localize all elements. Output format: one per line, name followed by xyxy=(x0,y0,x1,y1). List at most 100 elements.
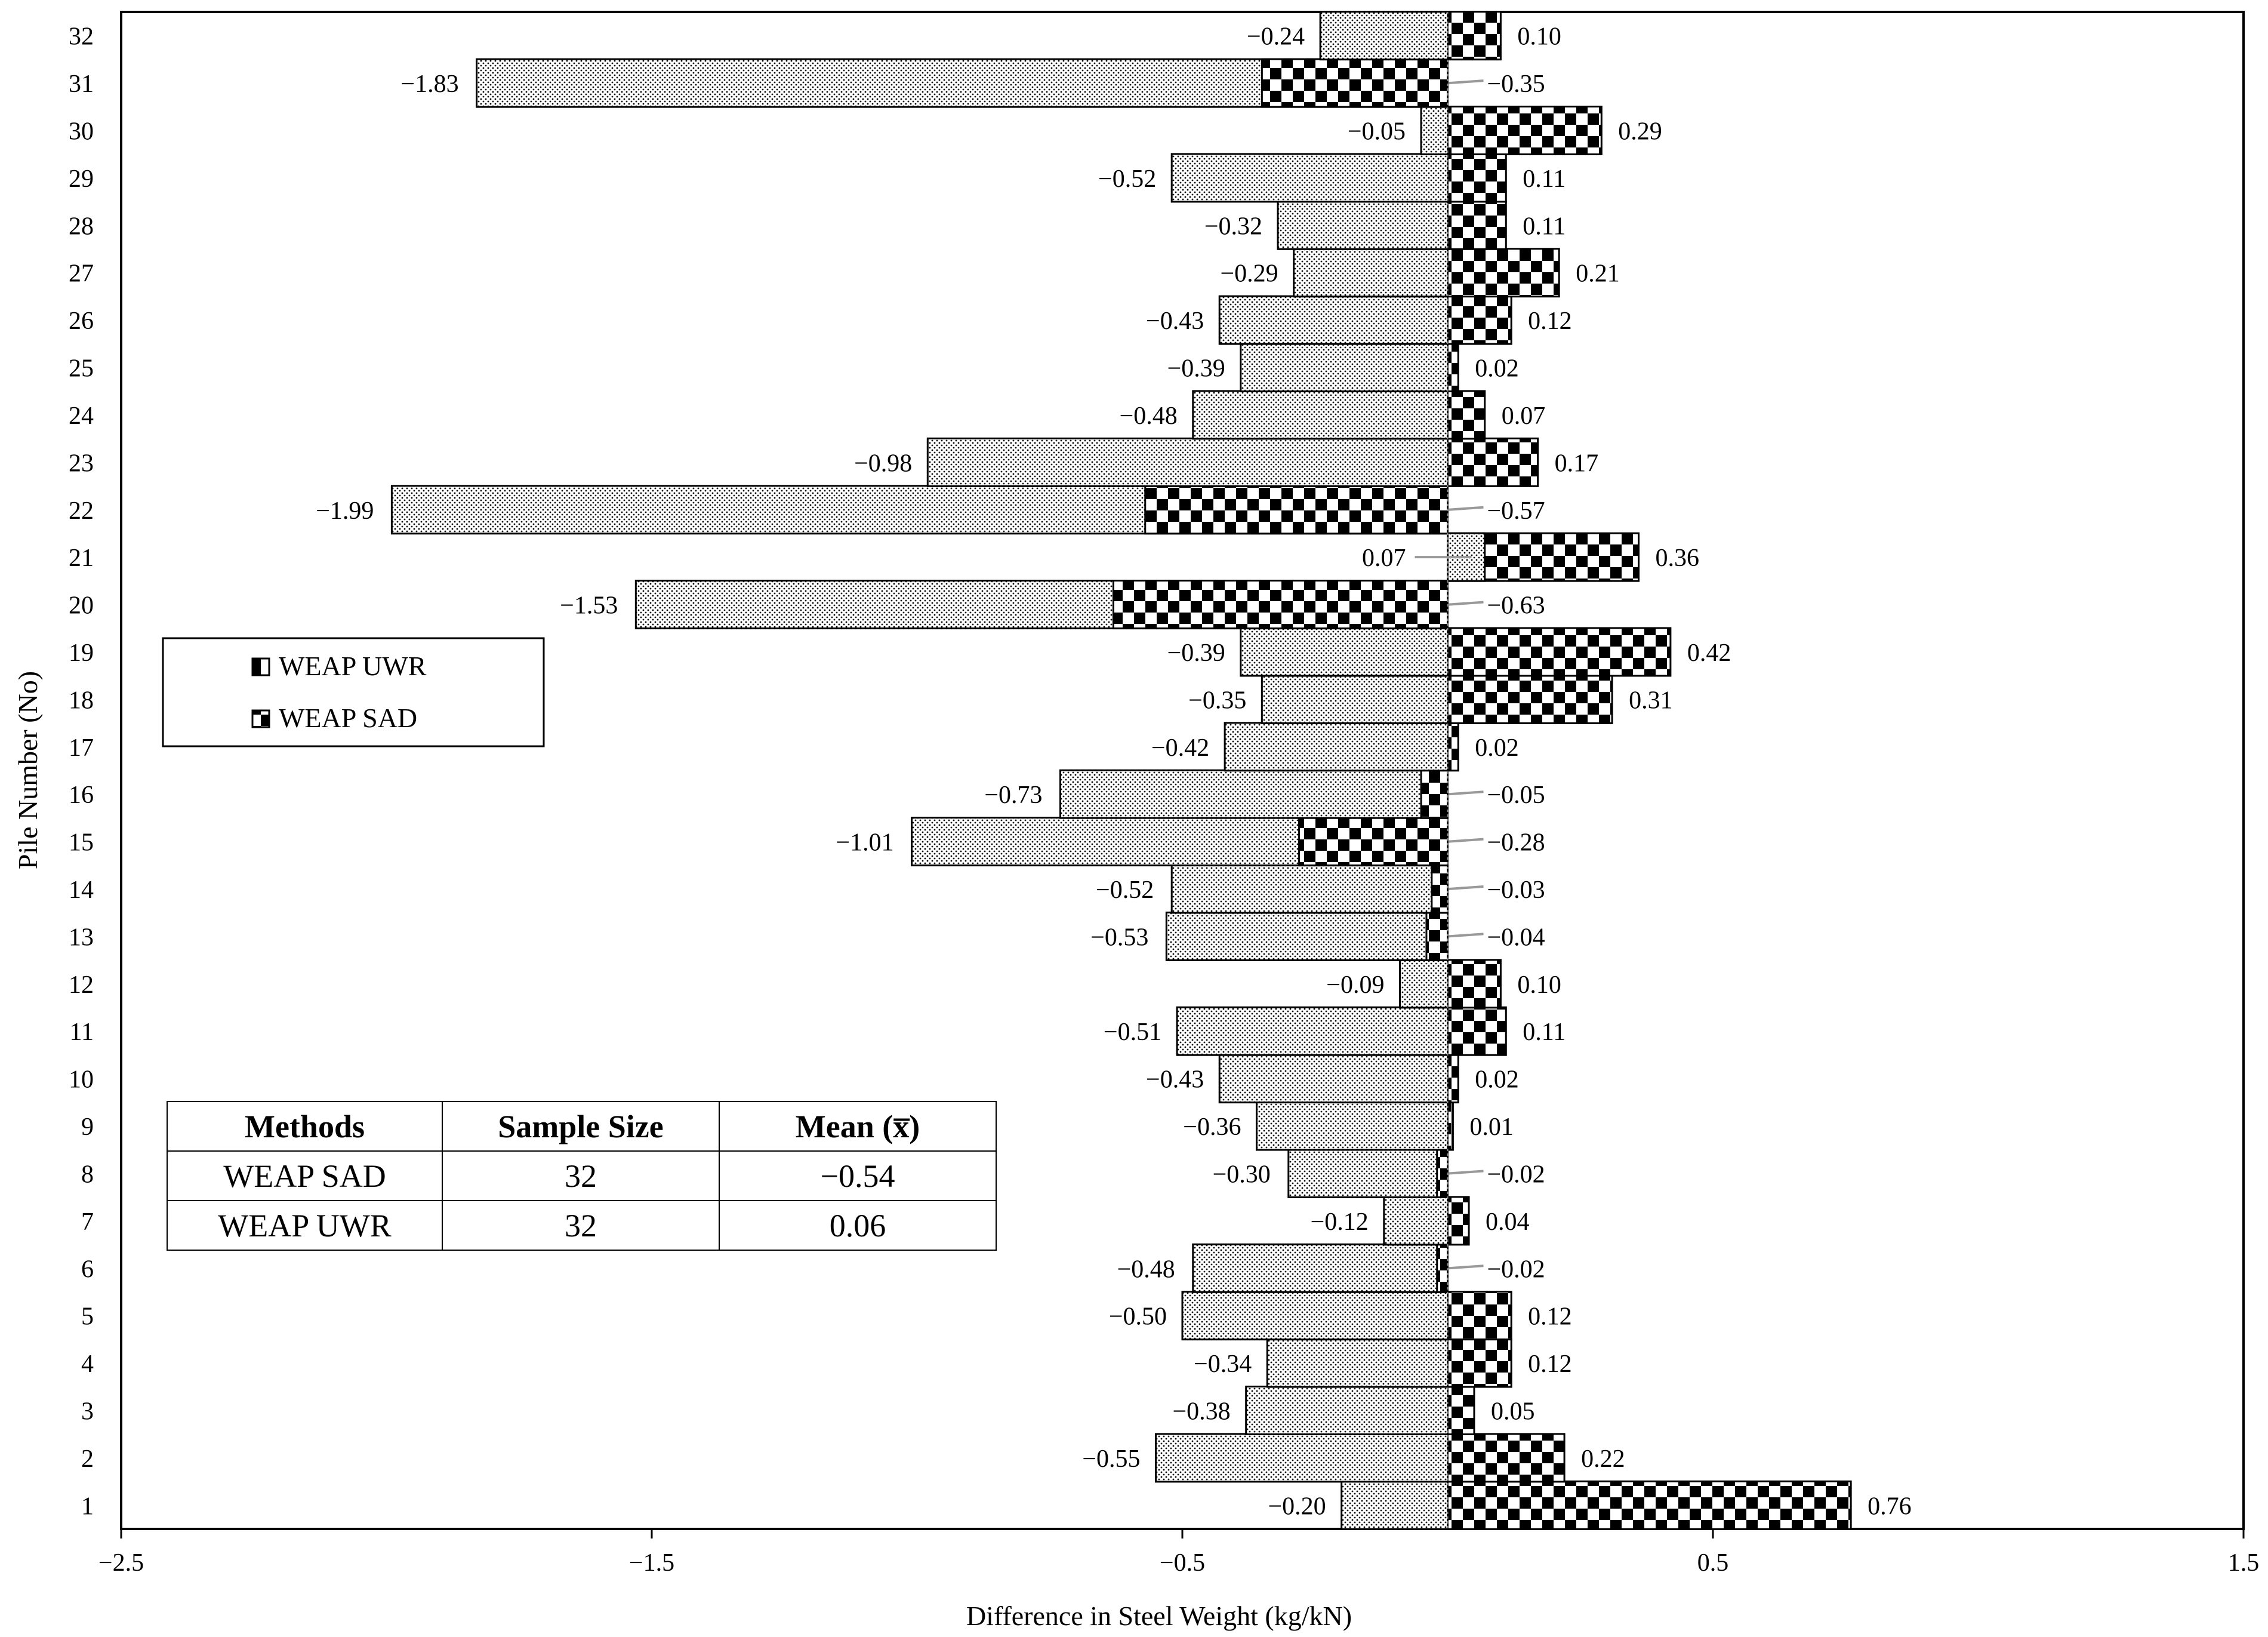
leader-line xyxy=(1449,1264,1484,1270)
bar-weap-uwr xyxy=(1447,959,1502,1009)
bar-weap-uwr xyxy=(1261,58,1449,108)
stats-table: Methods Sample Size Mean (x̅) WEAP SAD 3… xyxy=(167,1101,997,1251)
table-row: WEAP SAD 32 −0.54 xyxy=(167,1150,997,1201)
y-tick-label: 30 xyxy=(69,118,94,146)
bar-weap-uwr xyxy=(1447,722,1459,772)
data-label-weap-uwr: 0.12 xyxy=(1528,1350,1572,1378)
label-backdrop xyxy=(1301,1205,1371,1235)
bar-weap-uwr xyxy=(1144,485,1449,535)
data-label-weap-sad: −0.51 xyxy=(1104,1018,1161,1046)
bar-weap-sad xyxy=(1218,295,1449,345)
data-label-weap-uwr: 0.17 xyxy=(1555,450,1599,477)
y-tick-label: 31 xyxy=(69,70,94,98)
bar-weap-uwr xyxy=(1431,864,1449,914)
label-backdrop xyxy=(1099,1300,1169,1330)
y-tick-label: 24 xyxy=(69,402,94,430)
stats-header-sample-size: Sample Size xyxy=(442,1101,720,1152)
bar-weap-sad xyxy=(1240,343,1449,393)
bar-weap-sad xyxy=(1245,1385,1449,1435)
legend-box xyxy=(162,637,545,747)
bar-weap-sad xyxy=(1319,11,1449,61)
data-label-weap-sad: −1.01 xyxy=(836,829,893,857)
stats-header-methods: Methods xyxy=(167,1101,443,1152)
label-backdrop xyxy=(1094,1016,1164,1046)
bar-weap-uwr xyxy=(1447,1196,1470,1246)
bars-layer xyxy=(390,11,1852,1530)
bar-weap-sad xyxy=(1261,674,1449,724)
data-label-weap-uwr: −0.05 xyxy=(1487,781,1545,809)
x-ticks-layer: −2.5 −1.5 −0.5 0.5 1.5 xyxy=(98,1529,2259,1577)
y-tick-label: 8 xyxy=(81,1161,94,1188)
label-backdrop xyxy=(1338,115,1409,145)
data-label-weap-sad: −0.55 xyxy=(1082,1445,1140,1473)
data-label-weap-sad: −0.52 xyxy=(1098,165,1156,193)
label-backdrop xyxy=(1073,1442,1143,1472)
bar-weap-sad xyxy=(1170,864,1449,914)
y-tick-label: 13 xyxy=(69,924,94,951)
label-backdrop xyxy=(845,447,915,477)
legend-swatch-uwr-fill xyxy=(252,659,261,675)
label-backdrop xyxy=(1258,1490,1329,1520)
data-label-weap-sad: −0.42 xyxy=(1151,734,1209,762)
data-label-weap-uwr: 0.12 xyxy=(1528,1303,1572,1331)
data-label-weap-uwr: 0.05 xyxy=(1491,1398,1535,1425)
bar-weap-sad xyxy=(926,437,1449,487)
data-label-weap-uwr: −0.02 xyxy=(1487,1161,1545,1188)
data-label-weap-uwr: −0.04 xyxy=(1487,924,1545,951)
bar-weap-sad xyxy=(1155,1433,1449,1483)
label-backdrop xyxy=(1136,1063,1207,1093)
data-label-weap-sad: −0.48 xyxy=(1120,402,1178,430)
bar-weap-uwr xyxy=(1447,153,1507,203)
bar-weap-uwr xyxy=(1447,1054,1459,1104)
data-label-weap-sad: −0.38 xyxy=(1172,1398,1230,1425)
bar-weap-sad xyxy=(1255,1101,1449,1151)
bar-weap-sad xyxy=(1181,1291,1449,1341)
y-tick-label: 29 xyxy=(69,165,94,193)
stats-cell-mean: 0.06 xyxy=(719,1200,997,1251)
data-label-weap-sad: −0.39 xyxy=(1167,355,1225,383)
bar-weap-sad xyxy=(1240,627,1449,677)
leader-line xyxy=(1449,506,1484,511)
bar-weap-uwr xyxy=(1447,295,1512,345)
data-label-weap-sad: −0.39 xyxy=(1167,639,1225,667)
label-backdrop xyxy=(1142,731,1212,761)
bar-weap-uwr xyxy=(1447,1338,1512,1388)
y-tick-label: 4 xyxy=(81,1350,94,1378)
bar-weap-sad xyxy=(1192,390,1449,440)
label-backdrop xyxy=(1173,1110,1244,1141)
data-label-weap-sad: −1.99 xyxy=(316,497,374,525)
data-label-weap-sad: −0.32 xyxy=(1204,213,1262,240)
bar-weap-sad xyxy=(1420,106,1449,156)
data-label-weap-sad: −0.05 xyxy=(1348,118,1406,146)
y-tick-label: 12 xyxy=(69,971,94,999)
y-tick-label: 16 xyxy=(69,781,94,809)
label-backdrop xyxy=(1184,1347,1255,1378)
x-tick-label: −1.5 xyxy=(629,1549,674,1577)
data-label-weap-sad: −0.50 xyxy=(1109,1303,1167,1331)
y-tick-label: 2 xyxy=(81,1445,94,1473)
data-label-weap-uwr: −0.63 xyxy=(1487,592,1545,620)
y-tick-label: 32 xyxy=(69,23,94,51)
bar-weap-sad xyxy=(1176,1006,1449,1056)
data-label-weap-uwr: 0.76 xyxy=(1868,1493,1912,1520)
leader-line xyxy=(1449,1170,1484,1175)
label-backdrop xyxy=(1089,162,1159,192)
bar-weap-uwr xyxy=(1447,1433,1566,1483)
y-tick-label: 26 xyxy=(69,307,94,335)
label-backdrop xyxy=(1210,257,1281,287)
data-label-weap-sad: −0.35 xyxy=(1188,687,1246,714)
leader-line xyxy=(1449,790,1484,796)
bar-weap-uwr xyxy=(1447,106,1603,156)
data-label-weap-uwr: 0.29 xyxy=(1618,118,1662,146)
y-tick-label: 27 xyxy=(69,260,94,288)
y-tick-label: 28 xyxy=(69,213,94,240)
stats-cell-mean: −0.54 xyxy=(719,1150,997,1201)
stats-cell-method: WEAP UWR xyxy=(167,1200,443,1251)
bar-weap-sad xyxy=(1218,1054,1449,1104)
x-tick-label: −0.5 xyxy=(1160,1549,1205,1577)
x-tick-label: −2.5 xyxy=(98,1549,144,1577)
data-label-weap-sad: −0.98 xyxy=(854,450,912,477)
y-tick-label: 1 xyxy=(81,1493,94,1520)
data-label-weap-sad: 0.07 xyxy=(1362,544,1406,572)
bar-weap-sad xyxy=(1165,911,1449,961)
